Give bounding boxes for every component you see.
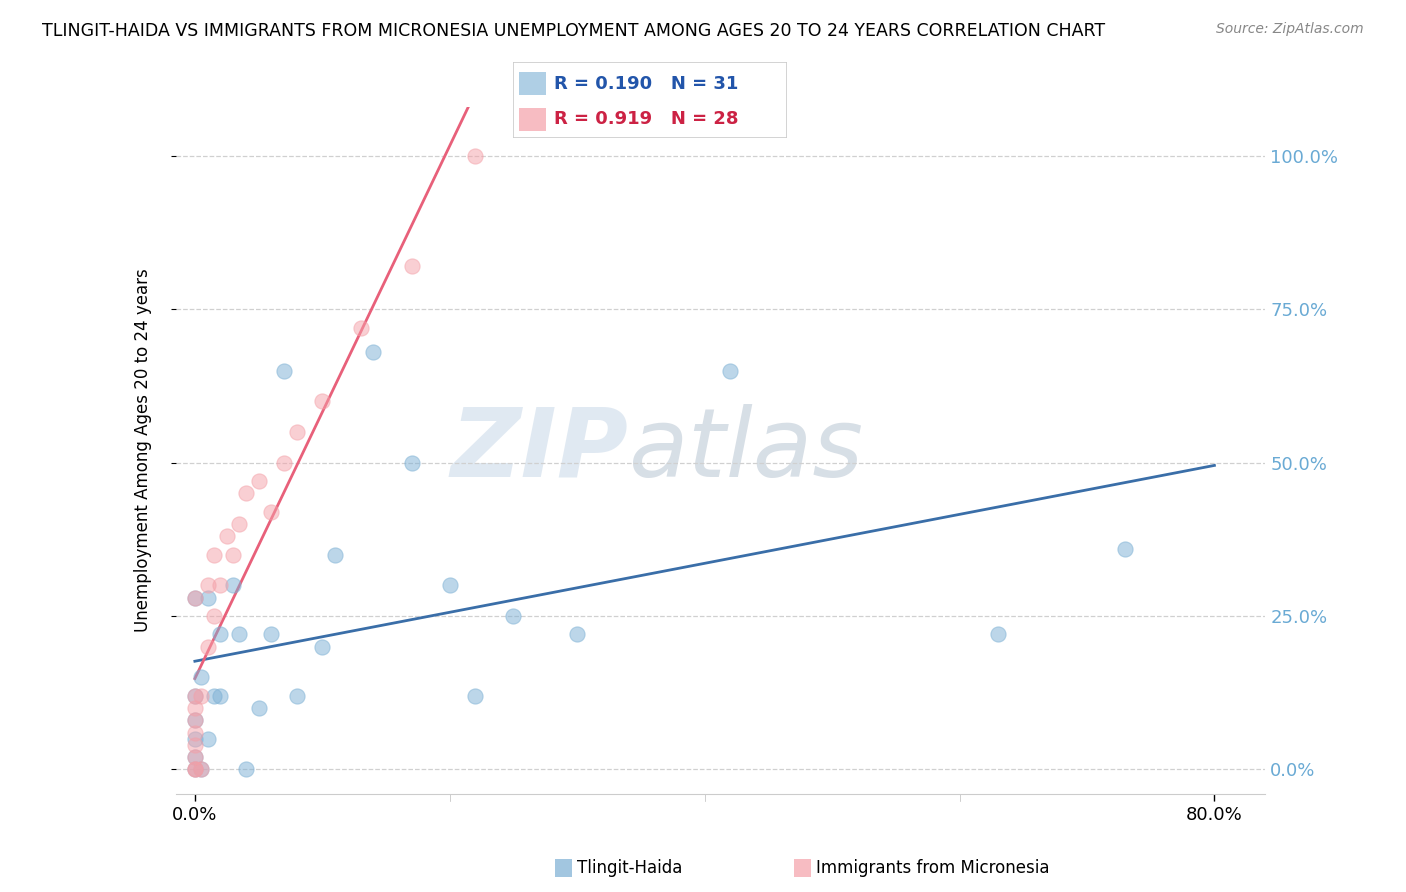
Point — [190, 762, 212, 776]
Point — [718, 364, 741, 378]
Point — [260, 505, 283, 519]
Point — [184, 591, 207, 605]
Y-axis label: Unemployment Among Ages 20 to 24 years: Unemployment Among Ages 20 to 24 years — [134, 268, 152, 632]
Point — [197, 731, 219, 746]
Bar — [794, 858, 811, 878]
Text: ZIP: ZIP — [450, 404, 628, 497]
FancyBboxPatch shape — [513, 62, 787, 138]
Point — [202, 609, 225, 624]
Point — [247, 701, 270, 715]
Point — [184, 714, 207, 728]
Point — [184, 762, 207, 776]
Point — [202, 548, 225, 562]
Point — [184, 762, 207, 776]
Bar — [555, 858, 572, 878]
Point — [190, 670, 212, 684]
Point — [197, 591, 219, 605]
Text: Tlingit-Haida: Tlingit-Haida — [576, 859, 682, 877]
Point — [1114, 541, 1136, 556]
Text: Source: ZipAtlas.com: Source: ZipAtlas.com — [1216, 22, 1364, 37]
Point — [349, 321, 371, 335]
Point — [228, 517, 250, 532]
Point — [184, 591, 207, 605]
Point — [209, 689, 232, 703]
Point — [184, 689, 207, 703]
Point — [502, 609, 524, 624]
Point — [285, 689, 308, 703]
Text: R = 0.190   N = 31: R = 0.190 N = 31 — [554, 75, 738, 93]
Point — [184, 731, 207, 746]
Point — [323, 548, 346, 562]
Point — [197, 578, 219, 592]
Point — [222, 548, 245, 562]
Point — [273, 456, 295, 470]
Point — [190, 762, 212, 776]
Point — [464, 689, 486, 703]
Point — [184, 750, 207, 764]
Point — [311, 394, 333, 409]
Point — [247, 474, 270, 488]
Point — [184, 689, 207, 703]
Point — [361, 345, 384, 359]
Bar — [519, 108, 546, 130]
Point — [184, 725, 207, 739]
Point — [260, 627, 283, 641]
Point — [190, 689, 212, 703]
Point — [197, 640, 219, 654]
Point — [401, 456, 423, 470]
Point — [464, 149, 486, 163]
Point — [184, 750, 207, 764]
Point — [401, 260, 423, 274]
Point — [184, 701, 207, 715]
Point — [209, 627, 232, 641]
Point — [235, 762, 257, 776]
Point — [987, 627, 1010, 641]
Point — [202, 689, 225, 703]
Point — [184, 762, 207, 776]
Point — [439, 578, 461, 592]
Point — [184, 738, 207, 752]
Text: R = 0.919   N = 28: R = 0.919 N = 28 — [554, 111, 738, 128]
Point — [228, 627, 250, 641]
Text: TLINGIT-HAIDA VS IMMIGRANTS FROM MICRONESIA UNEMPLOYMENT AMONG AGES 20 TO 24 YEA: TLINGIT-HAIDA VS IMMIGRANTS FROM MICRONE… — [42, 22, 1105, 40]
Point — [311, 640, 333, 654]
Point — [567, 627, 589, 641]
Point — [184, 714, 207, 728]
Text: atlas: atlas — [628, 404, 863, 497]
Point — [285, 425, 308, 439]
Text: Immigrants from Micronesia: Immigrants from Micronesia — [815, 859, 1049, 877]
Point — [273, 364, 295, 378]
Point — [209, 578, 232, 592]
Point — [222, 578, 245, 592]
Point — [235, 486, 257, 500]
Bar — [519, 72, 546, 95]
Point — [215, 529, 238, 543]
